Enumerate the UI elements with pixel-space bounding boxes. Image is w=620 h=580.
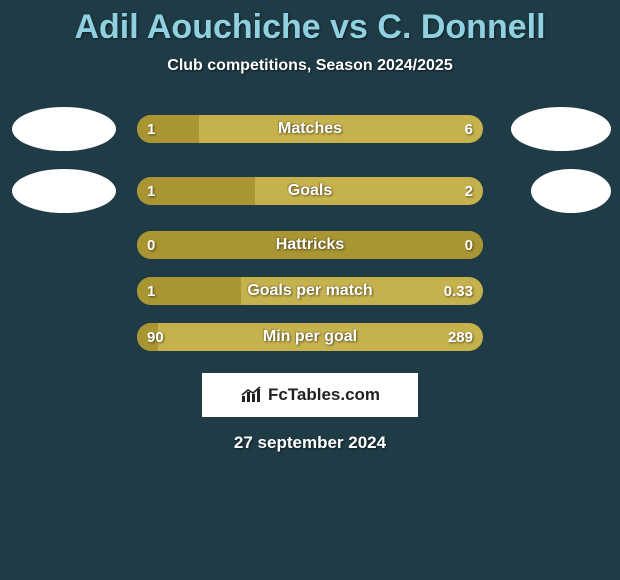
player-a-avatar	[12, 169, 116, 213]
stat-rows: 1Matches6 1Goals2 0Hattricks0 1Goals per ma…	[0, 107, 620, 351]
stat-bar-left-segment	[137, 231, 483, 259]
stat-value-right: 0	[465, 231, 473, 259]
stat-value-right: 289	[448, 323, 473, 351]
avatar-slot-left	[9, 107, 119, 151]
subtitle: Club competitions, Season 2024/2025	[0, 57, 620, 75]
stat-value-left: 0	[147, 231, 155, 259]
stat-value-left: 1	[147, 277, 155, 305]
stat-value-left: 1	[147, 177, 155, 205]
avatar-slot-left	[9, 169, 119, 213]
stat-bar: 1Matches6	[137, 115, 483, 143]
stat-value-left: 1	[147, 115, 155, 143]
brand-box: FcTables.com	[202, 373, 418, 417]
stat-row: 1Goals2	[0, 169, 620, 213]
player-a-name: Adil Aouchiche	[74, 8, 320, 46]
date-text: 27 september 2024	[0, 433, 620, 453]
player-a-avatar	[12, 107, 116, 151]
stat-bar: 0Hattricks0	[137, 231, 483, 259]
page-title: Adil Aouchiche vs C. Donnell	[0, 0, 620, 47]
vs-separator: vs	[330, 8, 368, 46]
stat-row: 1Goals per match0.33	[0, 277, 620, 305]
stat-label: Min per goal	[137, 323, 483, 351]
stat-bar: 1Goals2	[137, 177, 483, 205]
stat-value-right: 2	[465, 177, 473, 205]
player-b-name: C. Donnell	[377, 8, 545, 46]
stat-value-right: 0.33	[444, 277, 473, 305]
stat-bar: 90Min per goal289	[137, 323, 483, 351]
brand-text: FcTables.com	[268, 385, 380, 405]
stat-value-left: 90	[147, 323, 164, 351]
chart-icon	[240, 386, 262, 404]
avatar-slot-right	[501, 169, 611, 213]
stat-row: 0Hattricks0	[0, 231, 620, 259]
comparison-card: Adil Aouchiche vs C. Donnell Club compet…	[0, 0, 620, 580]
player-b-avatar	[511, 107, 611, 151]
stat-row: 1Matches6	[0, 107, 620, 151]
stat-row: 90Min per goal289	[0, 323, 620, 351]
stat-value-right: 6	[465, 115, 473, 143]
player-b-avatar	[531, 169, 611, 213]
avatar-slot-right	[501, 107, 611, 151]
stat-bar: 1Goals per match0.33	[137, 277, 483, 305]
